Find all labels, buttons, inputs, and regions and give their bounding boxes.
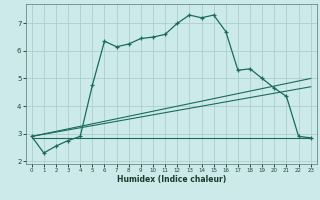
X-axis label: Humidex (Indice chaleur): Humidex (Indice chaleur) <box>116 175 226 184</box>
